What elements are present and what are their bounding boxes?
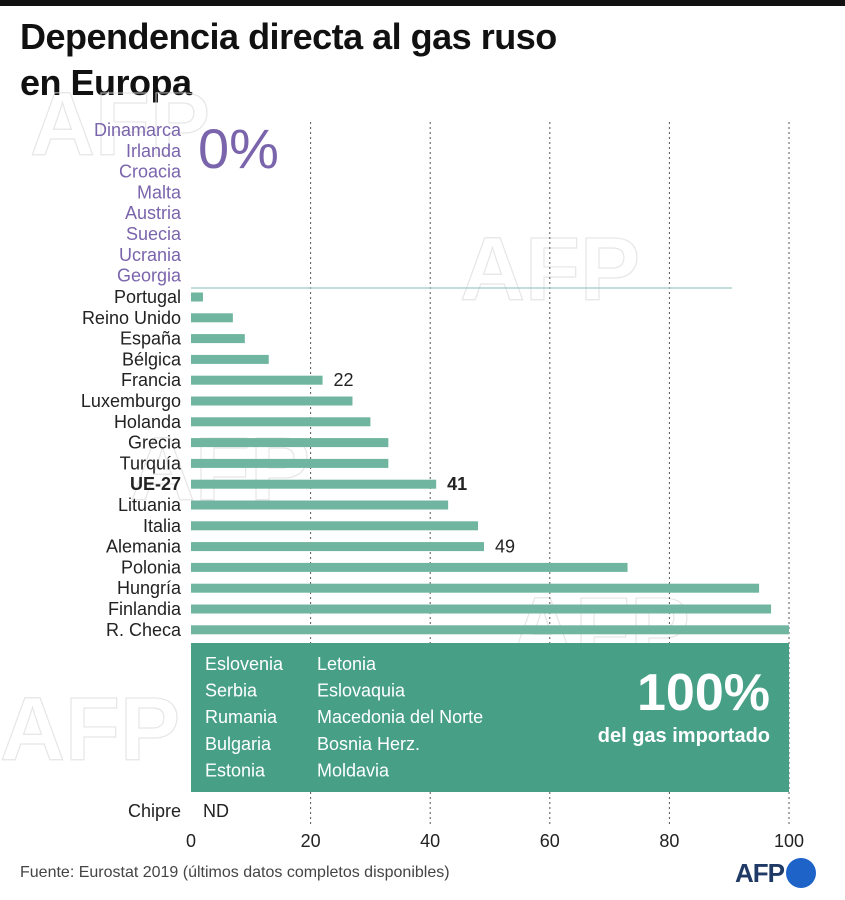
afp-logo: AFP [735,856,816,890]
category-label-12: Alemania [106,537,182,557]
bar-9 [191,479,437,489]
full-country-3: Bulgaria [205,734,272,754]
category-label-4: Francia [121,370,182,390]
category-label-2: España [120,329,182,349]
top-bar [0,0,845,6]
bar-0 [191,292,203,302]
x-tick-label-2: 40 [420,831,440,851]
bar-8 [191,458,389,468]
zero-country-4: Austria [125,203,182,223]
category-label-11: Italia [143,516,182,536]
nd-country: Chipre [128,801,181,821]
full-country-2: Rumania [205,707,278,727]
bar-14 [191,583,760,593]
watermark-0: AFP [30,75,210,175]
zero-country-1: Irlanda [126,141,182,161]
full-country-9: Moldavia [317,760,390,780]
bar-16 [191,625,789,635]
full-country-8: Bosnia Herz. [317,734,420,754]
category-label-3: Bélgica [122,349,182,369]
x-tick-label-4: 80 [659,831,679,851]
x-tick-label-0: 0 [186,831,196,851]
zero-label: 0% [198,117,279,180]
zero-country-0: Dinamarca [94,120,182,140]
bar-11 [191,521,479,531]
data-label-4: 22 [334,370,354,390]
category-label-6: Holanda [114,412,182,432]
category-label-8: Turquía [120,453,182,473]
bar-1 [191,313,233,323]
bar-15 [191,604,772,614]
bar-13 [191,562,628,572]
full-country-5: Letonia [317,654,377,674]
bar-7 [191,438,389,448]
afp-logo-dot [786,858,816,888]
bar-5 [191,396,353,406]
zero-country-6: Ucrania [119,245,182,265]
zero-country-3: Malta [137,182,182,202]
x-tick-label-1: 20 [301,831,321,851]
source-note: Fuente: Eurostat 2019 (últimos datos com… [20,864,450,881]
full-country-1: Serbia [205,681,258,701]
data-label-9: 41 [447,474,467,494]
afp-logo-text: AFP [735,857,785,888]
category-label-13: Polonia [121,557,182,577]
category-label-14: Hungría [117,578,182,598]
bar-4 [191,375,323,385]
category-label-15: Finlandia [108,599,182,619]
bar-6 [191,417,371,427]
category-label-1: Reino Unido [82,308,181,328]
data-label-12: 49 [495,537,515,557]
full-country-0: Eslovenia [205,654,284,674]
full-country-7: Macedonia del Norte [317,707,483,727]
chart-title: Dependencia directa al gas ruso en Europ… [20,14,820,106]
zero-country-5: Suecia [126,224,182,244]
nd-label: ND [203,801,229,821]
full-country-6: Eslovaquia [317,681,406,701]
bar-3 [191,354,269,364]
category-label-16: R. Checa [106,620,182,640]
title-line-2: en Europa [20,62,192,103]
category-label-9: UE-27 [130,474,181,494]
title-line-1: Dependencia directa al gas ruso [20,16,557,57]
watermark-1: AFP [460,220,640,320]
category-label-7: Grecia [128,433,182,453]
bar-2 [191,334,245,344]
x-tick-label-5: 100 [774,831,804,851]
bar-10 [191,500,449,510]
full-panel [191,643,789,792]
category-label-10: Lituania [118,495,182,515]
full-country-4: Estonia [205,760,266,780]
category-label-0: Portugal [114,287,181,307]
zero-country-7: Georgia [117,266,182,286]
full-label: 100% [637,664,770,722]
watermark-4: AFP [0,680,180,780]
bar-12 [191,542,485,552]
x-tick-label-3: 60 [540,831,560,851]
zero-country-2: Croacia [119,162,182,182]
category-label-5: Luxemburgo [81,391,181,411]
full-sublabel: del gas importado [598,725,770,747]
